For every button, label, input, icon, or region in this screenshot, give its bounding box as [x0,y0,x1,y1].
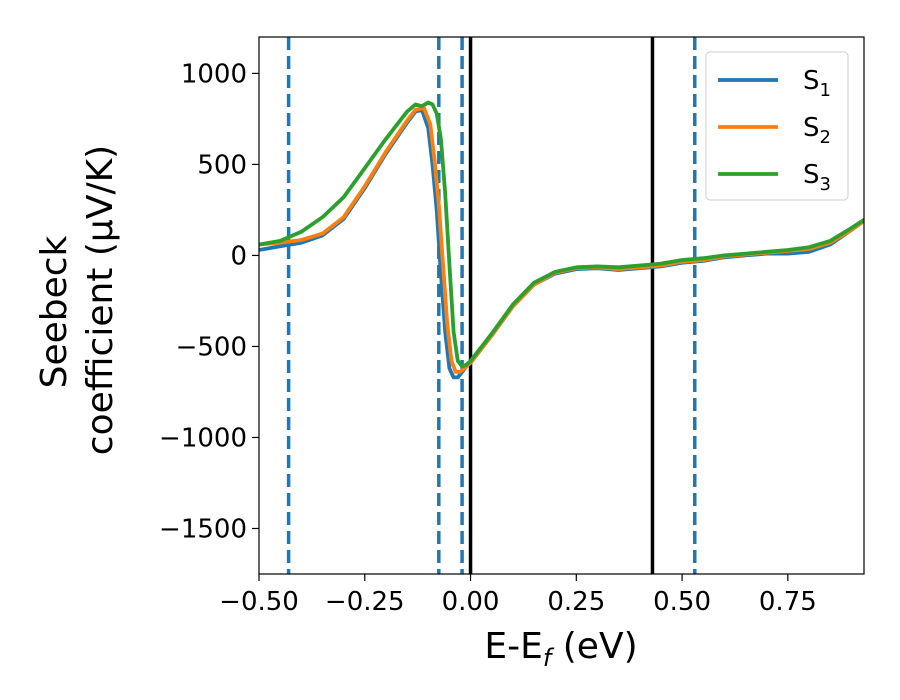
y-tick-label: −500 [176,332,247,362]
x-tick-label: −0.25 [325,587,405,617]
y-axis: 1000 500 0 −500 −1000 −1500 [159,59,259,544]
x-tick-label: 0.50 [653,587,711,617]
legend-label-s2: S2 [803,113,831,148]
series-line-s3 [259,100,864,369]
legend-label-s3: S3 [803,160,831,195]
x-tick-label: 0.25 [547,587,605,617]
plot-frame [258,36,865,575]
y-tick-label: −1500 [159,514,247,544]
reference-lines [286,37,697,574]
x-tick-label: 0.75 [759,587,817,617]
y-axis-label-line2: coefficient (μV/K) [80,145,121,455]
y-tick-label: −1000 [159,423,247,453]
y-tick-label: 500 [197,150,247,180]
x-axis-label: E-Ef (eV) [484,626,637,672]
series-lines [259,100,864,380]
x-axis-label-unit: (eV) [551,626,637,667]
x-tick-label: 0.00 [442,587,500,617]
y-axis-label-line1: Seebeck [34,235,75,388]
x-axis: −0.50 −0.25 0.00 0.25 0.50 0.75 [219,574,817,617]
y-tick-label: 0 [230,241,247,271]
x-tick-label: −0.50 [219,587,299,617]
legend-label-s1: S1 [803,66,831,101]
y-tick-label: 1000 [181,59,247,89]
legend: S1 S2 S3 [705,51,849,201]
